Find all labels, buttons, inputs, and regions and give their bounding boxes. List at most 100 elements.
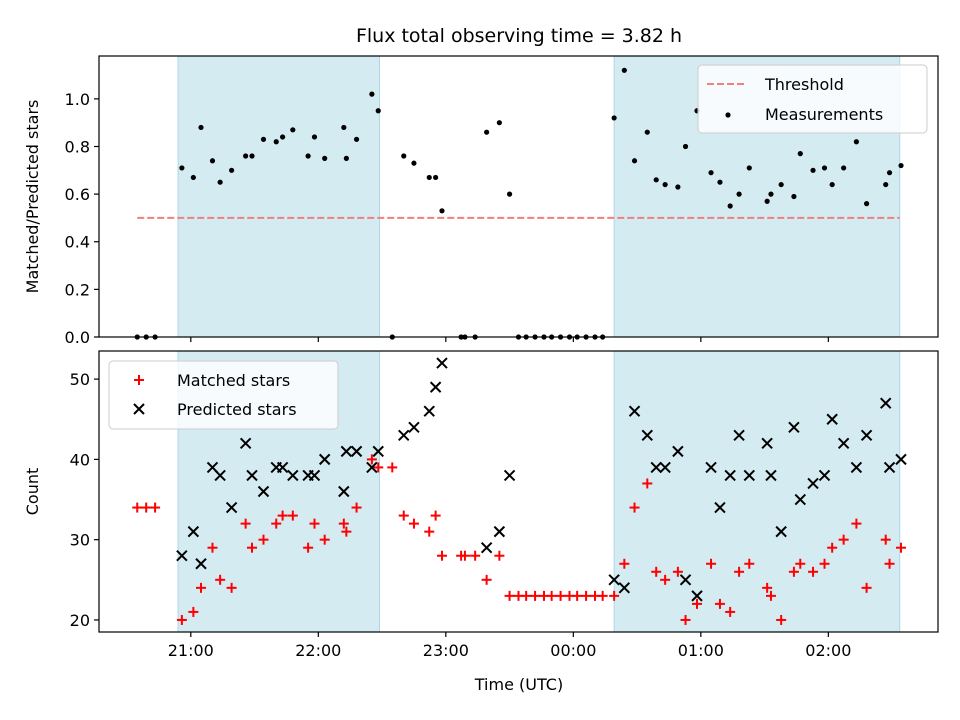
y-tick-label: 20 bbox=[70, 611, 90, 630]
measurement-point bbox=[217, 179, 223, 185]
matched-stars-point bbox=[692, 598, 703, 609]
matched-stars-point bbox=[338, 518, 349, 529]
measurement-point bbox=[484, 129, 490, 135]
matched-stars-point bbox=[436, 550, 447, 561]
matched-stars-point bbox=[470, 550, 481, 561]
predicted-stars-point bbox=[195, 558, 207, 570]
predicted-stars-point bbox=[429, 381, 442, 393]
measurement-point bbox=[209, 158, 216, 164]
predicted-stars-point bbox=[837, 437, 850, 450]
matched-stars-point bbox=[141, 502, 152, 513]
predicted-stars-point bbox=[493, 525, 506, 538]
predicted-stars-point bbox=[372, 445, 384, 458]
legend-threshold-label: Threshold bbox=[764, 75, 844, 94]
matched-stars-point bbox=[619, 558, 630, 569]
predicted-stars-point bbox=[423, 405, 435, 417]
predicted-stars-point bbox=[338, 485, 350, 498]
matched-stars-point bbox=[387, 462, 398, 473]
predicted-stars-point bbox=[765, 469, 777, 482]
measurement-point bbox=[708, 170, 714, 176]
measurement-point bbox=[341, 124, 347, 131]
measurement-point bbox=[841, 165, 847, 171]
y-tick-label: 30 bbox=[70, 531, 90, 550]
predicted-stars-point bbox=[761, 437, 773, 450]
measurement-point bbox=[611, 115, 617, 121]
predicted-stars-point bbox=[366, 461, 378, 474]
matched-stars-point bbox=[408, 518, 419, 529]
matched-stars-point bbox=[725, 606, 736, 617]
measurement-point bbox=[621, 67, 627, 73]
x-axis-label: Time (UTC) bbox=[474, 675, 563, 694]
predicted-stars-point bbox=[408, 421, 420, 433]
measurement-point bbox=[821, 165, 828, 171]
matched-stars-point bbox=[287, 510, 298, 521]
predicted-stars-point bbox=[176, 550, 188, 562]
predicted-stars-point bbox=[807, 477, 819, 490]
predicted-stars-point bbox=[214, 469, 226, 482]
measurement-point bbox=[883, 181, 889, 188]
measurement-point bbox=[305, 153, 311, 159]
predicted-stars-point bbox=[276, 461, 289, 474]
measurement-point bbox=[768, 191, 774, 197]
matched-stars-point bbox=[629, 502, 640, 513]
matched-stars-point bbox=[303, 542, 314, 553]
predicted-stars-point bbox=[480, 541, 493, 554]
matched-stars-point bbox=[609, 590, 620, 601]
y-tick-label: 1.0 bbox=[65, 90, 90, 109]
predicted-stars-point bbox=[287, 469, 299, 482]
legend: Threshold Measurements bbox=[697, 64, 928, 134]
matched-stars-point bbox=[808, 566, 819, 577]
measurement-point bbox=[273, 139, 279, 145]
predicted-stars-point bbox=[308, 469, 321, 482]
measurement-point bbox=[863, 201, 870, 207]
predicted-stars-point bbox=[818, 469, 831, 482]
measurement-point bbox=[736, 191, 742, 197]
measurement-point bbox=[764, 198, 770, 204]
matched-stars-point bbox=[765, 590, 776, 601]
matched-stars-point bbox=[734, 566, 745, 577]
matched-stars-point bbox=[398, 510, 409, 521]
measurement-point bbox=[280, 134, 286, 140]
legend-measurements-label: Measurements bbox=[765, 105, 883, 124]
matched-stars-point bbox=[672, 566, 683, 577]
matched-stars-point bbox=[207, 542, 218, 553]
x-tick-label: 22:00 bbox=[295, 641, 341, 660]
matched-stars-point bbox=[706, 558, 717, 569]
predicted-stars-point bbox=[641, 429, 653, 442]
measurement-point bbox=[179, 165, 185, 171]
measurement-point bbox=[675, 184, 681, 190]
legend-frame bbox=[697, 64, 928, 134]
measurement-point bbox=[433, 174, 439, 181]
x-tick-label: 02:00 bbox=[805, 641, 851, 660]
predicted-stars-point bbox=[733, 429, 745, 442]
matched-stars-point bbox=[838, 534, 849, 545]
predicted-stars-point bbox=[775, 525, 787, 538]
measurement-point bbox=[746, 165, 752, 171]
y-tick-label: 0.6 bbox=[65, 185, 90, 204]
matched-stars-point bbox=[504, 590, 515, 601]
measurement-point bbox=[190, 174, 196, 181]
measurement-point bbox=[853, 139, 859, 145]
matched-stars-point bbox=[651, 566, 662, 577]
chart-title: Flux total observing time = 3.82 h bbox=[356, 25, 682, 47]
matched-stars-point bbox=[430, 510, 441, 521]
measurement-point bbox=[506, 191, 513, 197]
measurement-point bbox=[343, 155, 349, 161]
predicted-stars-point bbox=[628, 405, 641, 417]
measurement-point bbox=[290, 127, 296, 133]
measurement-point bbox=[243, 153, 249, 159]
legend-measurement-swatch bbox=[725, 112, 731, 118]
y-tick-label: 40 bbox=[70, 450, 90, 469]
measurement-point bbox=[682, 143, 689, 150]
predicted-stars-point bbox=[503, 469, 516, 482]
y-axis-label: Matched/Predicted stars bbox=[23, 100, 42, 294]
predicted-stars-point bbox=[794, 493, 806, 506]
matched-stars-point bbox=[351, 502, 362, 513]
matched-stars-point bbox=[880, 534, 891, 545]
x-tick-label: 23:00 bbox=[423, 641, 469, 660]
observing-window-span bbox=[177, 55, 381, 338]
matched-stars-point bbox=[373, 462, 384, 473]
matched-stars-point bbox=[196, 582, 207, 593]
observing-window-span bbox=[613, 350, 901, 633]
measurement-point bbox=[829, 181, 835, 188]
